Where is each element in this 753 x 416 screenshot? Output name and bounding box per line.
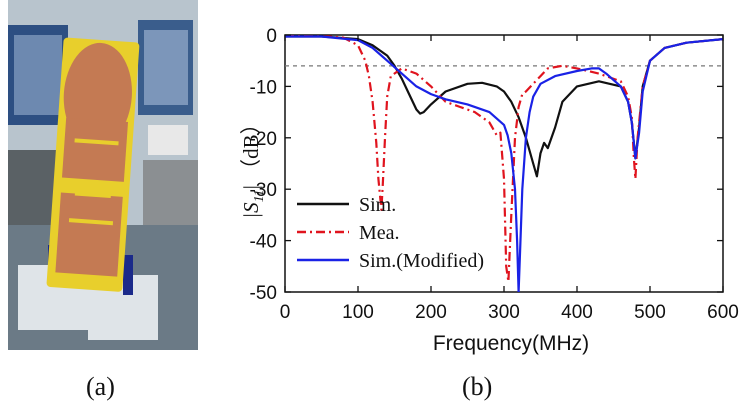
stand-clamp-right — [123, 255, 133, 295]
white-box — [148, 125, 188, 155]
ticks-layer: 0 100 200 300 400 500 600 0 -10 -20 -30 -40 -50 — [250, 26, 739, 323]
x-tick-label: 100 — [342, 302, 374, 323]
legend-label-1: Sim. — [359, 194, 396, 216]
plot-border — [284, 34, 724, 293]
y-tick-label: -30 — [250, 180, 277, 201]
series-layer — [285, 35, 723, 292]
y-axis-label-sub: 11 — [252, 189, 267, 202]
y-axis-label: |S11| （dB） — [239, 113, 267, 218]
y-tick-label: -20 — [250, 129, 277, 150]
x-tick-label: 200 — [415, 302, 447, 323]
x-axis-label: Frequency(MHz) — [433, 332, 589, 355]
legend-label-2: Mea. — [359, 222, 400, 244]
x-tick-label: 300 — [488, 302, 520, 323]
lab-equipment-right — [143, 160, 198, 230]
antenna-photo — [8, 0, 198, 350]
caption-a: (a) — [86, 372, 115, 401]
antenna-board — [46, 37, 140, 292]
legend: Sim. Mea. Sim.(Modified) — [297, 194, 484, 272]
y-tick-label: -50 — [250, 283, 277, 304]
series-line-3 — [285, 35, 723, 292]
antenna-prototype-photo-icon — [8, 0, 198, 350]
y-tick-label: -10 — [250, 77, 277, 98]
plot-frame — [284, 34, 724, 293]
y-axis-label-tail: | （dB） — [239, 113, 263, 189]
x-tick-label: 0 — [280, 302, 291, 323]
y-axis-label-main: |S — [239, 202, 263, 219]
y-tick-label: 0 — [266, 26, 277, 47]
poster-left-inner — [14, 35, 62, 115]
x-tick-label: 400 — [561, 302, 593, 323]
poster-right-inner — [144, 30, 188, 105]
x-tick-label: 500 — [634, 302, 666, 323]
y-tick-label: -40 — [250, 232, 277, 253]
legend-label-3: Sim.(Modified) — [359, 250, 484, 272]
series-line-2 — [285, 35, 723, 283]
x-tick-label: 600 — [707, 302, 739, 323]
s11-chart: 0 100 200 300 400 500 600 0 -10 -20 -30 -40 -50 Sim.… — [239, 26, 739, 355]
caption-b: (b) — [462, 372, 493, 401]
svg-text:|S11| （dB）: |S11| （dB） — [239, 113, 267, 218]
series-line-1 — [285, 35, 723, 178]
